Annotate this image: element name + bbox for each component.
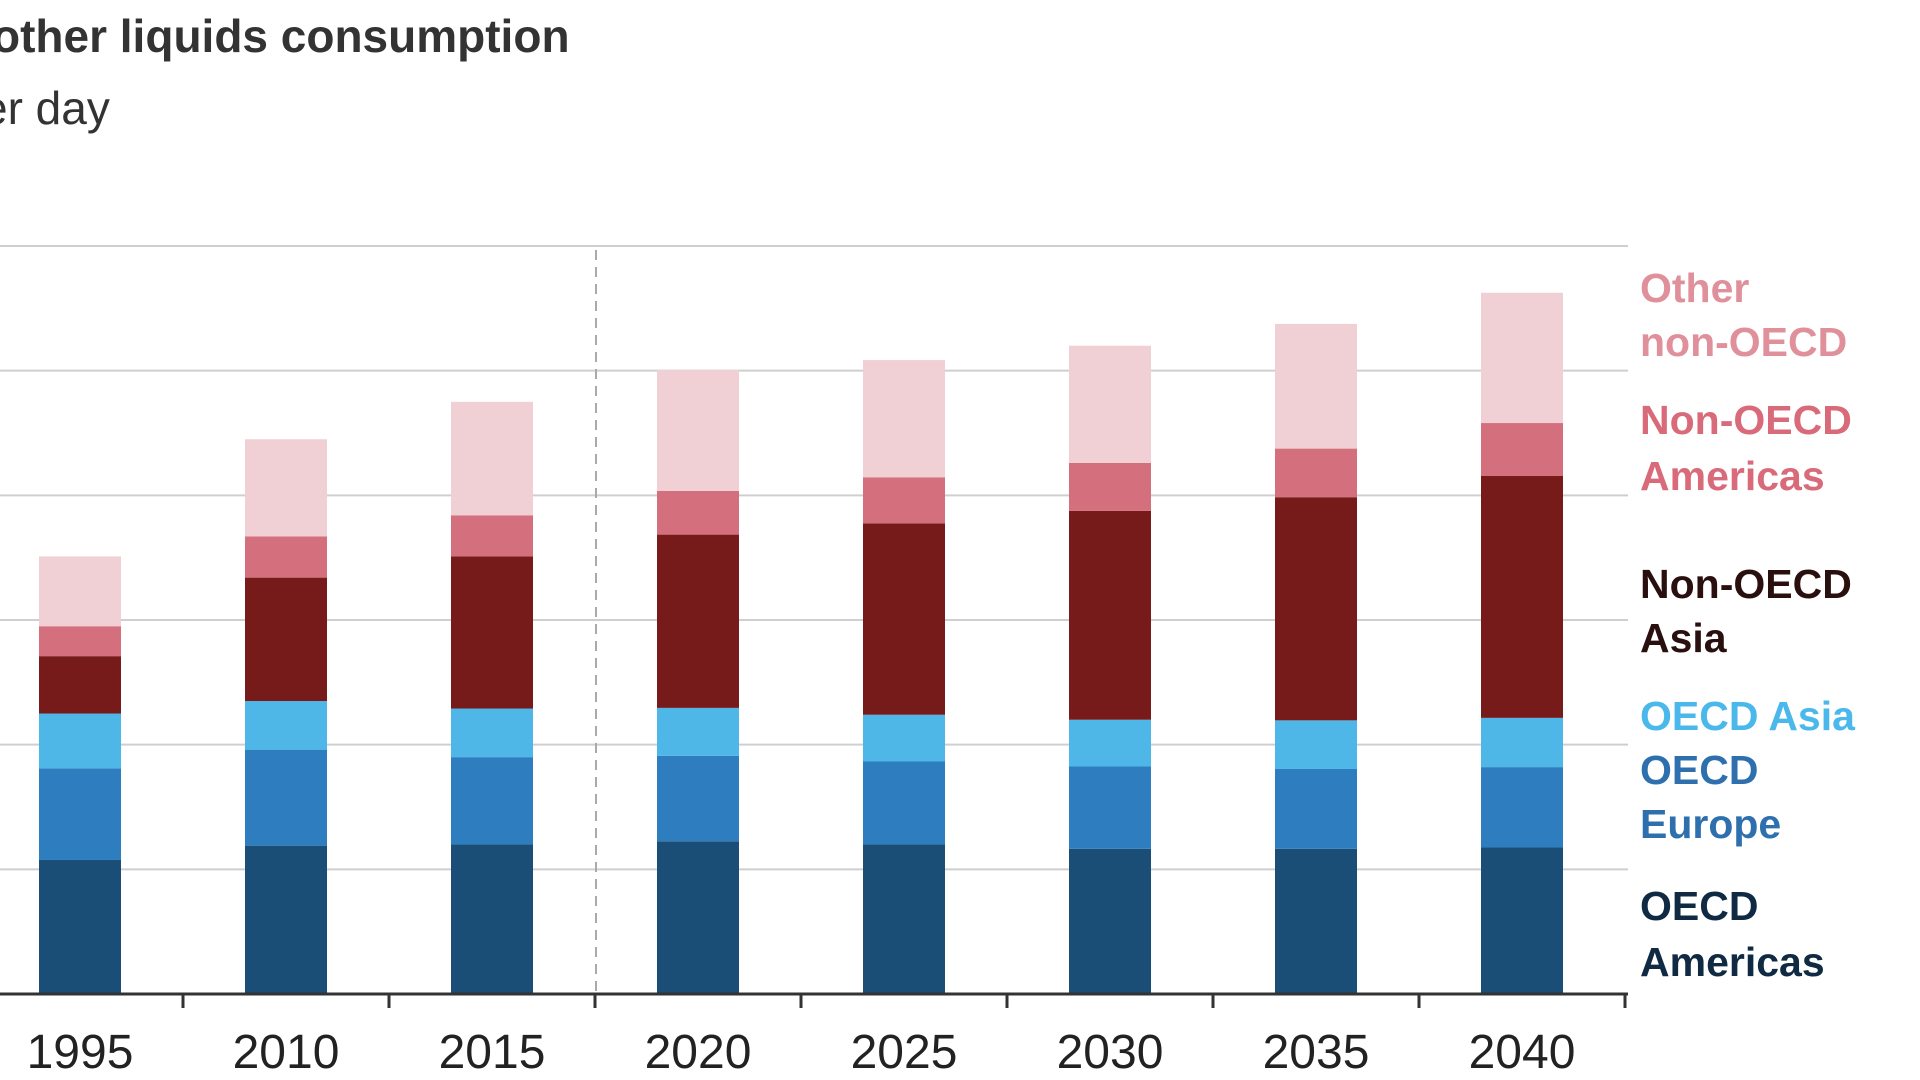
legend-non-oecd-asia: Non-OECD Asia [1640, 561, 1863, 661]
bar-segment [245, 536, 327, 578]
bar-segment [451, 844, 533, 994]
bar-segment [39, 859, 121, 994]
bar-segment [1481, 423, 1563, 477]
bar-segment [245, 701, 327, 750]
bar-segment [1481, 717, 1563, 768]
x-tick-label: 2035 [1263, 1026, 1370, 1079]
bar-segment [863, 523, 945, 715]
bar-stacks [39, 292, 1563, 994]
bar-segment [1481, 292, 1563, 424]
bar-segment [657, 755, 739, 842]
bar-segment [657, 707, 739, 756]
bar-segment [863, 477, 945, 524]
bar-segment [1275, 323, 1357, 449]
bar-segment [451, 757, 533, 845]
bar-segment [451, 401, 533, 516]
bar-segment [1069, 719, 1151, 767]
bar-segment [39, 556, 121, 627]
bar-segment [657, 490, 739, 535]
x-axis [0, 992, 1628, 1008]
bar-segment [451, 708, 533, 758]
bar-segment [1069, 510, 1151, 720]
legend-non-oecd-americas: Non-OECD Americas [1640, 397, 1863, 499]
gridlines [0, 245, 1628, 871]
legend: Other non-OECD Non-OECD Americas Non-OEC… [1640, 265, 1863, 985]
x-tick-label: 2015 [439, 1026, 546, 1079]
bar-segment [1069, 848, 1151, 994]
bar-segment [451, 556, 533, 709]
x-tick-label: 1995 [27, 1026, 134, 1079]
x-tick-label: 2025 [851, 1026, 958, 1079]
legend-other-non-oecd: Other non-OECD [1640, 265, 1847, 365]
bar-segment [1069, 766, 1151, 849]
x-tick-label: 2030 [1057, 1026, 1164, 1079]
x-tick-label: 2020 [645, 1026, 752, 1079]
bar-segment [245, 845, 327, 994]
bar-segment [657, 534, 739, 708]
chart-title: other liquids consumption [0, 10, 570, 62]
bar-segment [451, 515, 533, 557]
bar-segment [1481, 847, 1563, 994]
bar-segment [39, 768, 121, 860]
x-tick-label: 2010 [233, 1026, 340, 1079]
chart-subtitle: er day [0, 82, 110, 134]
bar-segment [39, 713, 121, 769]
x-tick-labels: 1995 2010 2015 2020 2025 2030 2035 2040 [27, 1026, 1576, 1079]
bar-segment [1275, 497, 1357, 721]
bar-segment [1275, 720, 1357, 769]
bar-segment [657, 841, 739, 994]
bar-segment [245, 439, 327, 537]
bar-segment [1275, 448, 1357, 498]
bar-segment [1275, 848, 1357, 994]
bar-segment [1069, 462, 1151, 511]
bar-segment [863, 714, 945, 762]
legend-oecd-americas: OECD Americas [1640, 883, 1825, 985]
x-tick-label: 2040 [1469, 1026, 1576, 1079]
legend-oecd-asia: OECD Asia [1640, 693, 1856, 739]
bar-segment [245, 749, 327, 846]
bar-segment [863, 844, 945, 994]
bar-segment [1069, 345, 1151, 463]
bar-segment [863, 360, 945, 478]
bar-segment [1481, 476, 1563, 718]
bar-segment [1481, 767, 1563, 848]
bar-segment [863, 761, 945, 845]
bar-segment [657, 370, 739, 491]
bar-segment [39, 656, 121, 714]
legend-oecd-europe: OECD Europe [1640, 747, 1781, 847]
bar-segment [1275, 768, 1357, 849]
bar-segment [245, 577, 327, 702]
bar-segment [39, 626, 121, 657]
